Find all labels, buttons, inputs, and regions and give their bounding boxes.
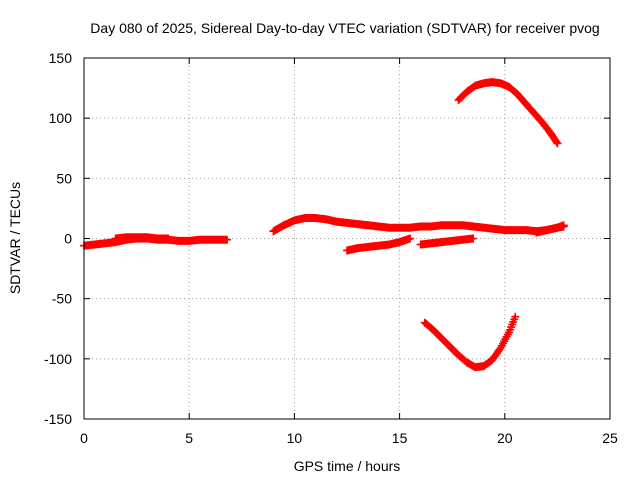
- data-points-track-2: [111, 233, 173, 243]
- x-tick-label: 10: [287, 430, 303, 446]
- y-axis-label: SDTVAR / TECUs: [7, 182, 23, 294]
- y-tick-label: 150: [49, 50, 73, 66]
- series-track-8: [420, 312, 520, 372]
- series-track-6: [532, 222, 568, 237]
- y-tick-label: -150: [44, 411, 72, 427]
- series-track-7: [454, 78, 562, 148]
- axes: 0 5 10 15 20 25 -150 -100 -50 0 50 100 150: [44, 50, 618, 446]
- series-track-4: [343, 234, 415, 255]
- series-track-5: [416, 234, 478, 249]
- data-points-track-3: [269, 214, 568, 236]
- plot-frame: [83, 57, 611, 420]
- data-points-track-6: [532, 222, 568, 237]
- chart-title: Day 080 of 2025, Sidereal Day-to-day VTE…: [90, 20, 599, 36]
- data-points-track-5: [416, 234, 478, 249]
- x-tick-label: 15: [392, 430, 408, 446]
- x-tick-label: 25: [602, 430, 618, 446]
- y-tick-label: 100: [49, 110, 73, 126]
- data-points-track-8: [420, 312, 520, 372]
- x-axis-label: GPS time / hours: [294, 458, 401, 474]
- x-tick-label: 5: [185, 430, 193, 446]
- y-tick-label: 0: [64, 231, 72, 247]
- x-tick-label: 0: [80, 430, 88, 446]
- y-tick-label: 50: [56, 170, 72, 186]
- data-series: [80, 78, 568, 372]
- data-points-track-7: [454, 78, 562, 148]
- data-points-track-4: [343, 234, 415, 255]
- y-tick-label: -100: [44, 351, 72, 367]
- y-tick-label: -50: [52, 291, 72, 307]
- series-track-2: [111, 233, 173, 243]
- x-tick-label: 20: [497, 430, 513, 446]
- series-track-3: [269, 214, 568, 236]
